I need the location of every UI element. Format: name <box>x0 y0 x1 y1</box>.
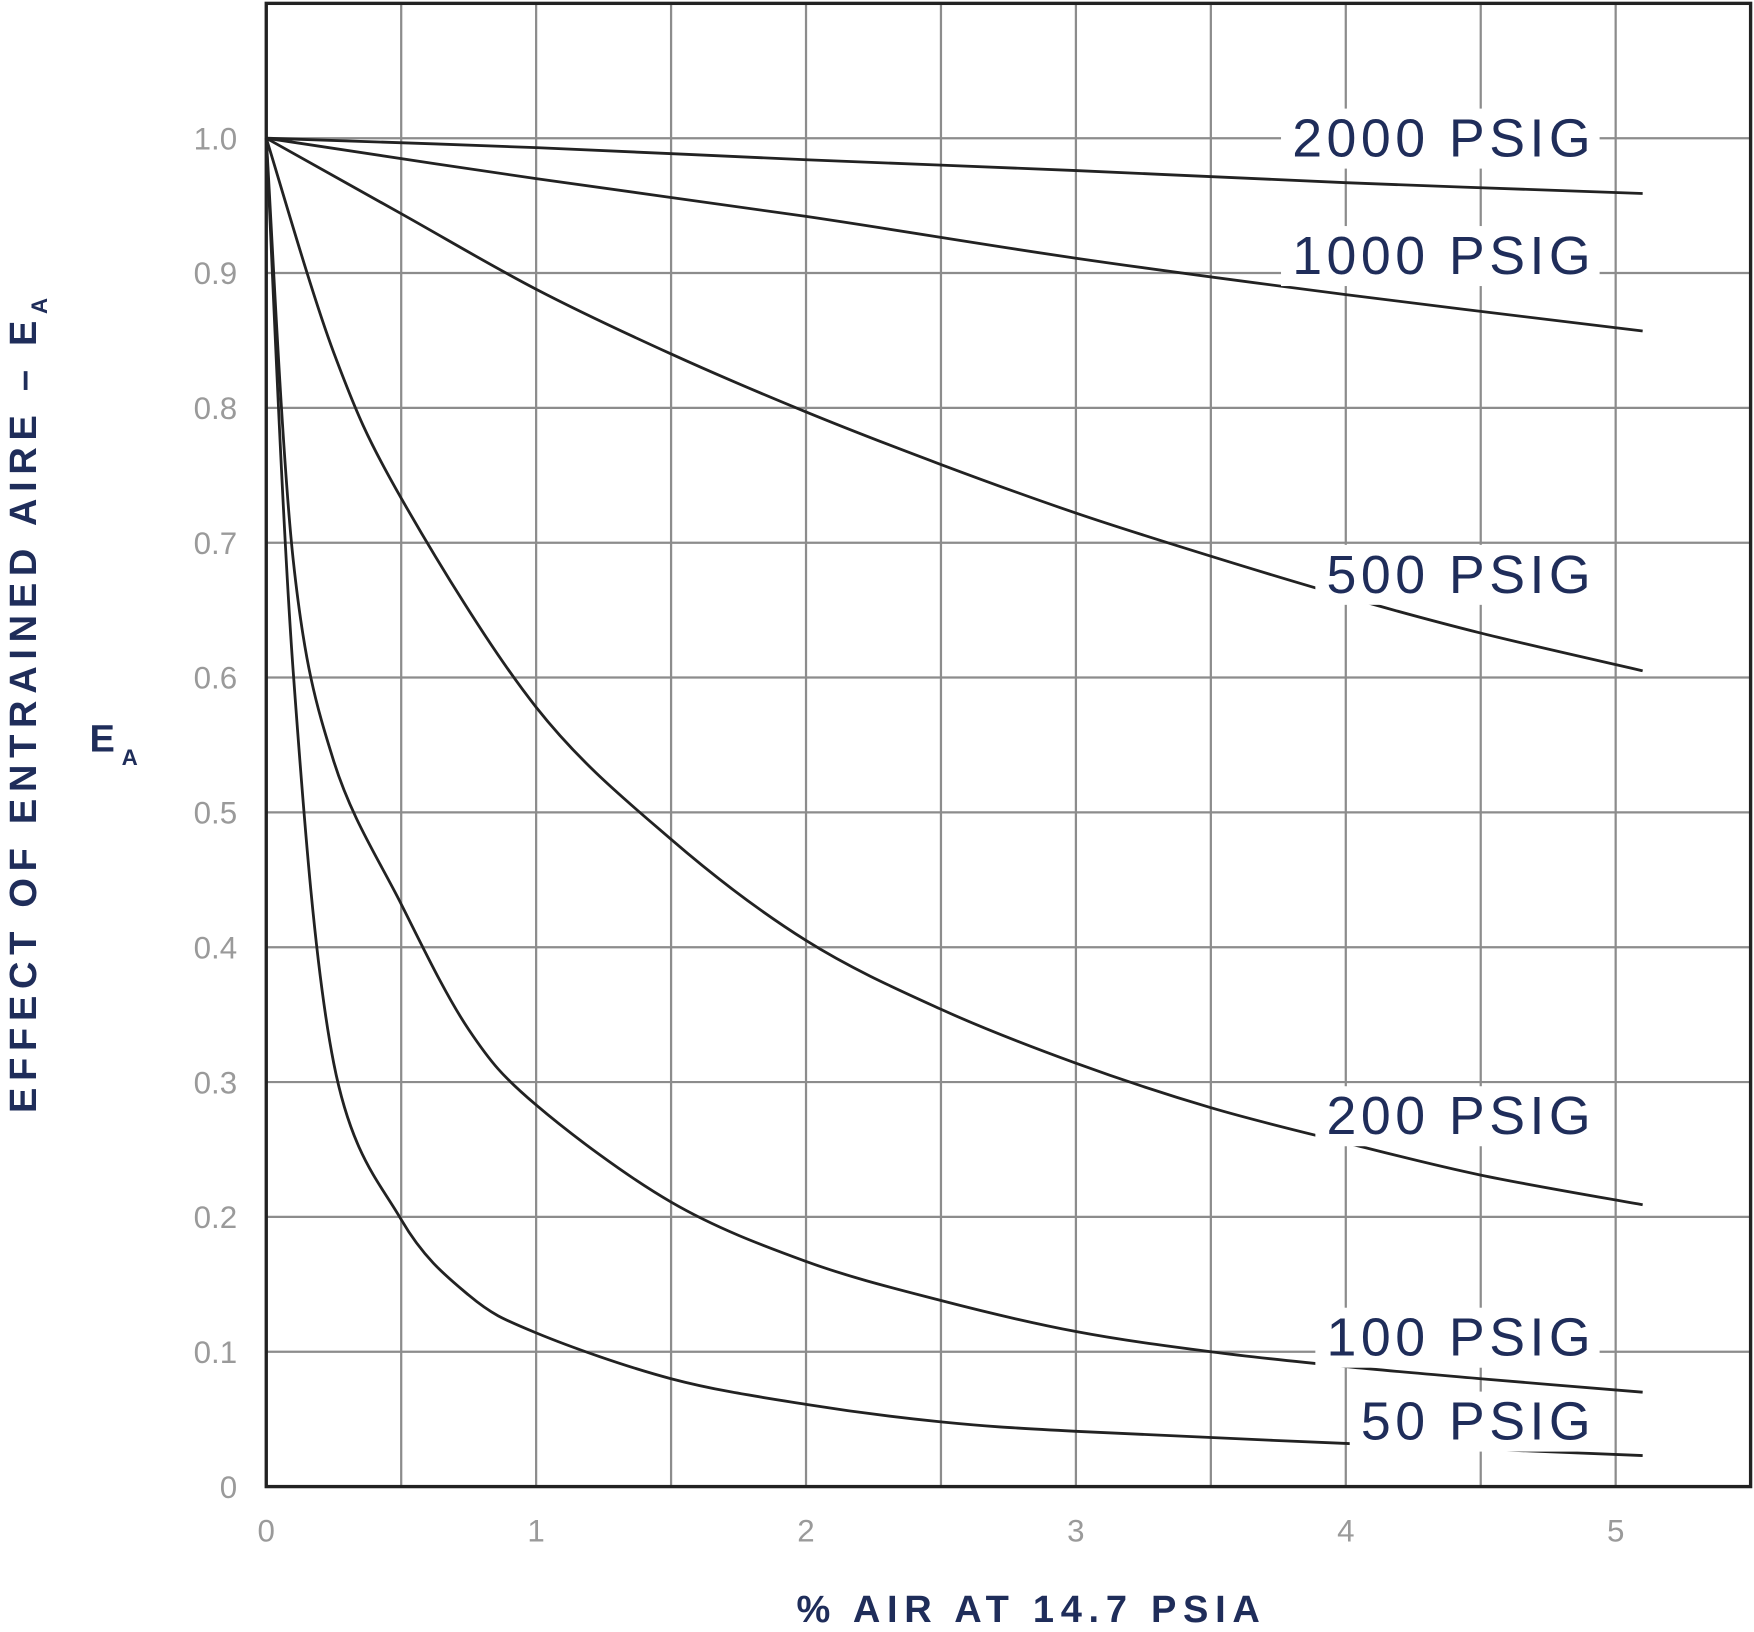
y-tick-label: 0.7 <box>194 526 238 561</box>
y-tick-label: 0.4 <box>194 930 238 965</box>
series-label-bg <box>1281 108 1600 169</box>
x-axis-label: % AIR AT 14.7 PSIA <box>796 1589 1266 1631</box>
line-series <box>266 136 1643 333</box>
y-tick-label: 0.1 <box>194 1335 238 1370</box>
y-tick-label: 0.5 <box>194 796 238 831</box>
x-tick-label: 5 <box>1607 1513 1624 1548</box>
y-tick-label: 0.3 <box>194 1065 238 1100</box>
series-label: 200 PSIG <box>1327 1086 1596 1146</box>
x-tick-label: 0 <box>258 1513 275 1548</box>
y-tick-label: 0.9 <box>194 256 238 291</box>
y-axis-label-text: EFFECT OF ENTRAINED AIRE – E <box>3 314 45 1113</box>
x-tick-label: 3 <box>1067 1513 1084 1548</box>
y-tick-label: 1.0 <box>194 121 238 156</box>
series-label: 500 PSIG <box>1327 545 1596 605</box>
y-tick-label: 0.6 <box>194 661 238 696</box>
annotation-text: E <box>90 719 122 761</box>
series-label-bg <box>1281 226 1600 287</box>
y-tick-label: 0.8 <box>194 391 238 426</box>
line-series <box>264 138 1643 1394</box>
y-tick-label: 0.2 <box>194 1200 238 1235</box>
line-series <box>264 138 1643 1457</box>
y-axis-label: EFFECT OF ENTRAINED AIRE – EA <box>3 291 52 1113</box>
annotation-sub: A <box>122 745 145 770</box>
y-axis-label-sub: A <box>27 291 52 314</box>
y-axis-label-group: EFFECT OF ENTRAINED AIRE – EA <box>3 291 52 1113</box>
x-tick-label: 4 <box>1337 1513 1354 1548</box>
x-tick-label: 1 <box>527 1513 544 1548</box>
series-label: 50 PSIG <box>1361 1392 1595 1452</box>
series-label-bg <box>1349 1391 1600 1452</box>
line-series <box>265 136 1643 673</box>
series-label: 2000 PSIG <box>1292 109 1595 169</box>
line-series <box>264 137 1643 1207</box>
series-label-bg <box>1315 544 1600 605</box>
series-label-bg <box>1315 1086 1600 1147</box>
series-label-bg <box>1315 1307 1600 1368</box>
plot-frame <box>264 1 1753 1489</box>
y-tick-label: 0 <box>220 1470 237 1505</box>
annotation: EA <box>90 719 145 770</box>
series-label: 100 PSIG <box>1327 1308 1596 1368</box>
x-tick-label: 2 <box>797 1513 814 1548</box>
series-label: 1000 PSIG <box>1292 226 1595 286</box>
line-series <box>266 136 1643 195</box>
